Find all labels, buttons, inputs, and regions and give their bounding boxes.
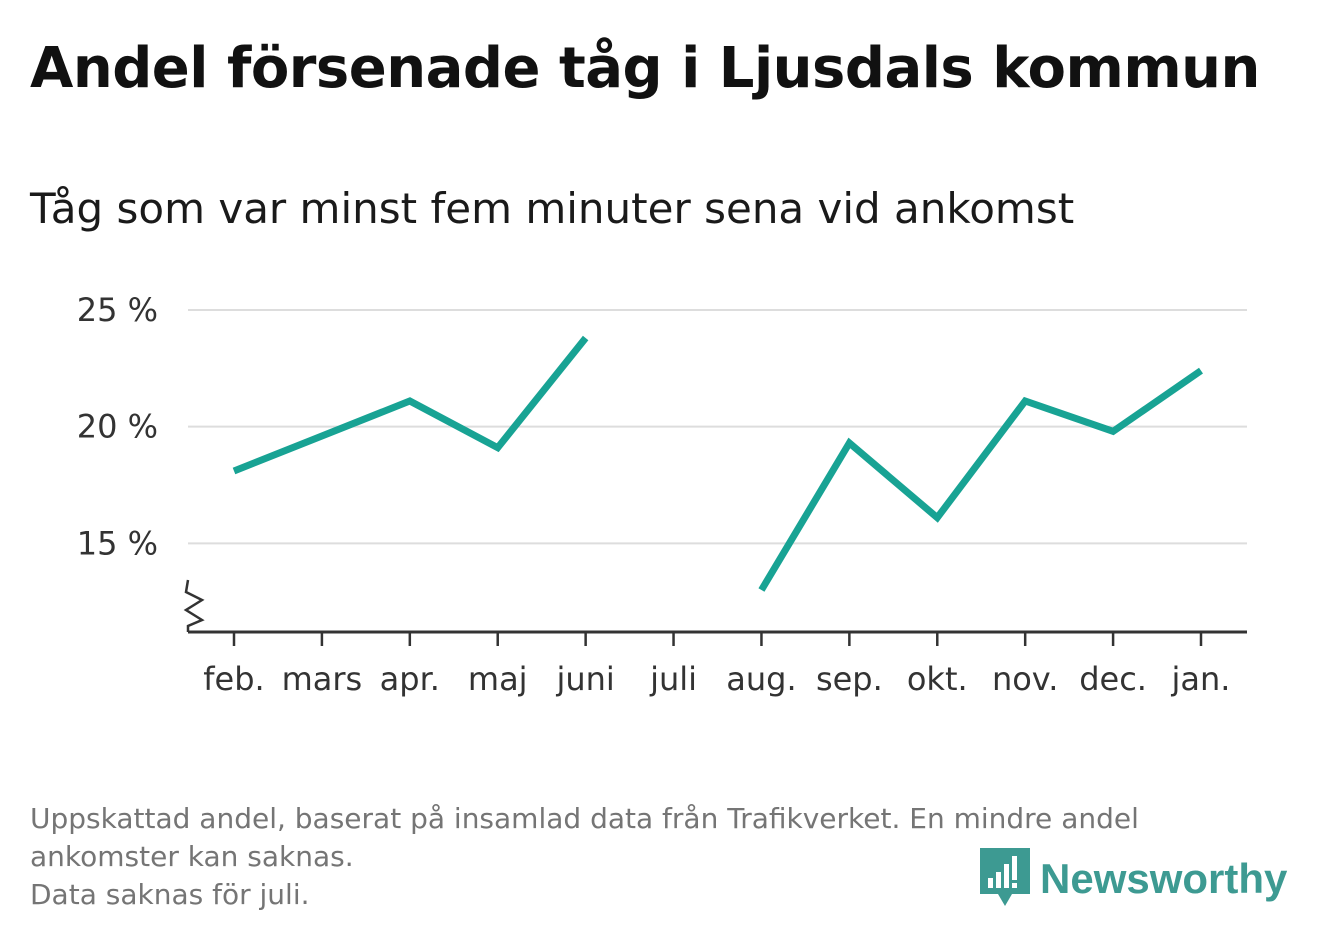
x-tick-label: apr. [380, 660, 440, 698]
axis-break-icon [183, 579, 205, 632]
line-chart: 15 % 20 % 25 % feb. mars apr. maj juni juli aug. s… [77, 291, 1247, 698]
brand-logo: Newsworthy [980, 848, 1287, 910]
source-note-line: Uppskattad andel, baserat på insamlad da… [30, 802, 1139, 835]
x-tick-label: mars [282, 660, 363, 698]
y-tick-label: 15 % [77, 524, 158, 562]
x-tick-label: aug. [726, 660, 796, 698]
y-tick-label: 20 % [77, 408, 158, 446]
source-note: Uppskattad andel, baserat på insamlad da… [30, 800, 1280, 914]
source-note-line: ankomster kan saknas. [30, 840, 354, 873]
y-tick-label: 25 % [77, 291, 158, 329]
x-tick-label: juni [555, 660, 614, 698]
x-tick-label: feb. [203, 660, 264, 698]
series-line [232, 335, 589, 475]
x-tick-label: sep. [816, 660, 883, 698]
x-tick-label: nov. [992, 660, 1058, 698]
brand-name: Newsworthy [1040, 855, 1288, 902]
chart-title: Andel försenade tåg i Ljusdals kommun [30, 36, 1260, 101]
x-tick-label: juli [649, 660, 697, 698]
source-note-line: Data saknas för juli. [30, 878, 310, 911]
x-tick-label: maj [468, 660, 528, 698]
x-tick-label: jan. [1171, 660, 1231, 698]
newsworthy-logo-icon [980, 848, 1030, 906]
chart-subtitle: Tåg som var minst fem minuter sena vid a… [30, 184, 1075, 233]
series-line [758, 367, 1203, 592]
x-tick-label: dec. [1079, 660, 1147, 698]
x-tick-label: okt. [907, 660, 968, 698]
